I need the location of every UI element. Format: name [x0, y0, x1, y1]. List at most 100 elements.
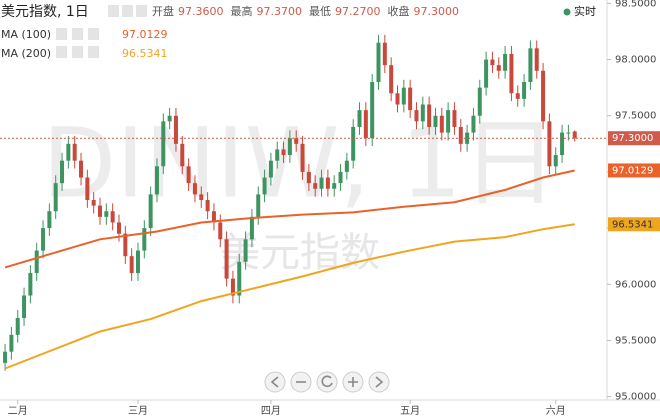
scroll-right-button[interactable]	[368, 371, 390, 393]
ma-price-tag	[608, 217, 660, 232]
candle-body	[528, 48, 533, 83]
icon-close[interactable]	[88, 28, 99, 40]
candle-body	[249, 216, 254, 240]
scroll-left-button[interactable]	[264, 371, 286, 393]
icon-close[interactable]	[88, 46, 99, 58]
candle-body	[154, 166, 159, 195]
candle-body	[281, 149, 286, 156]
header-item-name: 最高	[231, 4, 253, 18]
candle-body	[484, 59, 489, 88]
header-item-value: 97.3000	[414, 5, 460, 18]
x-tick-label: 二月	[8, 405, 28, 417]
header-item-name: 最低	[309, 5, 331, 18]
candle-body	[389, 65, 394, 94]
candle-body	[401, 87, 406, 105]
candle-body	[376, 42, 381, 83]
realtime-label: 实时	[574, 4, 596, 18]
candle-body	[452, 110, 457, 127]
candle-body	[287, 138, 292, 156]
candle-body	[218, 222, 223, 240]
candle-body	[439, 115, 444, 133]
candle-body	[243, 239, 248, 262]
candle-body	[47, 211, 52, 229]
candle-body	[15, 317, 20, 335]
candle-body	[237, 261, 242, 296]
candle-body	[192, 183, 197, 195]
candle-body	[338, 171, 343, 184]
icon-eye[interactable]	[56, 28, 67, 40]
chart-title: 美元指数, 1日	[1, 4, 89, 20]
candle-body	[167, 115, 172, 122]
candle-body	[294, 138, 299, 144]
candle-body	[553, 155, 558, 167]
candle-body	[382, 42, 387, 66]
icon-settings[interactable]	[72, 28, 83, 40]
candle-body	[211, 211, 216, 223]
candle-body	[34, 250, 39, 274]
candle-body	[446, 110, 451, 133]
candle-body	[357, 110, 362, 127]
header-item-name: 开盘	[152, 4, 174, 18]
candle-body	[420, 104, 425, 122]
candle-body	[173, 115, 178, 144]
header-item-name: 收盘	[388, 4, 410, 18]
candle-body	[344, 160, 349, 172]
candle-body	[490, 59, 495, 66]
candle-body	[496, 65, 501, 71]
candle-body	[465, 132, 470, 144]
ma-price-tag	[608, 163, 660, 178]
candle-body	[541, 70, 546, 122]
candle-body	[351, 126, 356, 161]
candle-body	[53, 183, 58, 212]
icon	[348, 377, 358, 387]
candle-body	[224, 239, 229, 279]
y-tick-label: 98.0000	[615, 55, 656, 66]
candle-body	[560, 132, 565, 156]
y-tick-label: 97.5000	[615, 111, 656, 122]
candle-body	[306, 171, 311, 184]
candle-body	[262, 177, 267, 195]
icon-settings[interactable]	[122, 5, 133, 17]
icon-eye[interactable]	[108, 5, 119, 17]
legend-name: MA (100)	[1, 28, 51, 41]
candle-body	[3, 351, 8, 363]
icon	[270, 376, 279, 388]
candle-body	[319, 177, 324, 189]
candle-body	[566, 132, 571, 134]
legend-name: MA (200)	[1, 47, 51, 60]
icon-settings[interactable]	[72, 46, 83, 58]
candle-body	[300, 143, 305, 172]
candle-body	[395, 93, 400, 105]
candle-body	[142, 228, 147, 251]
candle-body	[509, 53, 514, 94]
ma-line	[4, 223, 575, 370]
candle-body	[110, 211, 115, 223]
plot	[0, 34, 607, 371]
icon-eye[interactable]	[56, 46, 67, 58]
y-tick-label: 96.0000	[615, 279, 656, 290]
candle-body	[91, 200, 96, 206]
ma-price-tag-label: 96.5341	[612, 219, 653, 230]
candle-body	[60, 160, 65, 184]
candle-body	[199, 194, 204, 200]
candle-body	[230, 278, 235, 296]
candle-body	[123, 233, 128, 257]
header-item-value: 97.3700	[257, 5, 303, 18]
candle-body	[72, 143, 77, 161]
candle-body	[85, 177, 90, 200]
candle-body	[256, 194, 261, 217]
candle-body	[268, 160, 273, 178]
candle-body	[104, 211, 109, 217]
watermark: DINIW, 1日	[42, 107, 557, 219]
candle-body	[433, 115, 438, 127]
candle-body	[547, 121, 552, 167]
candle-body	[98, 205, 103, 217]
candle-body	[180, 143, 185, 167]
candle-body	[408, 87, 413, 111]
reset-button[interactable]	[316, 371, 338, 393]
icon-close[interactable]	[136, 5, 147, 17]
x-tick-label: 三月	[128, 405, 148, 417]
candle-body	[22, 295, 27, 318]
candle-body	[9, 334, 14, 352]
